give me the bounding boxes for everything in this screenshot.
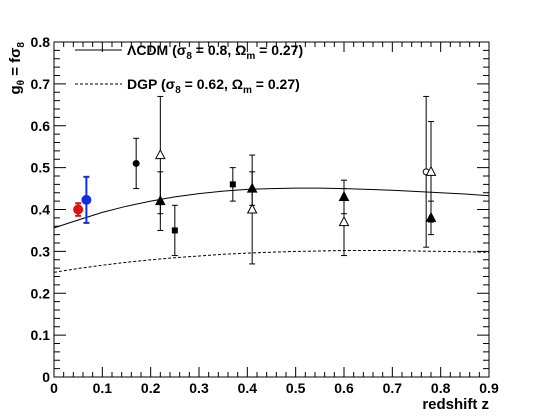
x-tick-label: 0.6 xyxy=(334,380,354,396)
data-point-circle xyxy=(132,159,140,167)
y-tick-label: 0.6 xyxy=(31,118,51,134)
x-tick-label: 0.9 xyxy=(479,380,499,396)
axis-ticks: 0 0.1 0.2 0.3 0.4 0.5 0.6 0.7 0.8 0.9 0 0.1 0.2 0.3 0.… xyxy=(31,34,499,396)
x-tick-label: 0 xyxy=(50,380,58,396)
y-tick-label: 0.2 xyxy=(31,285,51,301)
legend-label-dgp: DGP (σ8 = 0.62, Ωm = 0.27) xyxy=(127,76,300,96)
data-point-open-triangle xyxy=(338,215,350,227)
plot-frame xyxy=(53,41,490,378)
y-tick-label: 0.1 xyxy=(31,327,51,343)
data-point-open-triangle xyxy=(246,203,258,214)
y-tick-label: 0 xyxy=(42,369,50,385)
y-tick-label: 0.7 xyxy=(31,76,51,92)
x-axis-title: redshift z xyxy=(422,396,489,413)
model-curves xyxy=(53,187,490,273)
x-tick-label: 0.2 xyxy=(141,380,161,396)
data-point-open-triangle xyxy=(155,148,166,160)
legend-label-lcdm: ΛCDM (σ8 = 0.8, Ωm = 0.27) xyxy=(127,42,303,62)
data-points xyxy=(73,95,437,265)
data-point-square xyxy=(229,181,236,188)
y-axis-title: gθ = fσ8 xyxy=(7,42,27,95)
x-tick-label: 0.8 xyxy=(431,380,451,396)
x-tick-label: 0.4 xyxy=(238,380,258,396)
y-tick-label: 0.3 xyxy=(31,243,51,259)
legend: ΛCDM (σ8 = 0.8, Ωm = 0.27) DGP (σ8 = 0.6… xyxy=(75,42,303,96)
dgp-curve xyxy=(53,250,490,273)
x-tick-label: 0.7 xyxy=(383,380,403,396)
data-point-open-triangle xyxy=(425,165,437,176)
lcdm-curve xyxy=(53,187,490,229)
data-point-square xyxy=(171,227,178,234)
y-tick-label: 0.8 xyxy=(31,34,51,50)
x-tick-label: 0.5 xyxy=(286,380,306,396)
y-tick-label: 0.4 xyxy=(31,202,51,218)
data-point-circle xyxy=(81,194,92,205)
y-tick-label: 0.5 xyxy=(31,160,51,176)
data-point-circle xyxy=(73,204,84,215)
x-tick-label: 0.1 xyxy=(93,380,113,396)
x-tick-label: 0.3 xyxy=(189,380,209,396)
